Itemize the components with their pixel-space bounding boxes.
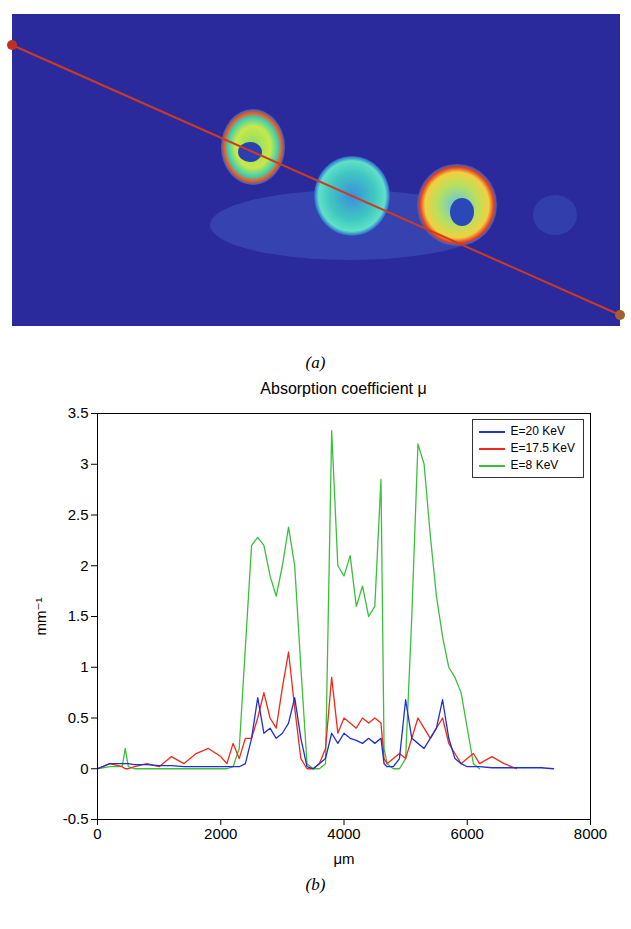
svg-text:-0.5: -0.5 xyxy=(63,810,89,827)
svg-text:2000: 2000 xyxy=(204,825,237,842)
html-text:(a): (a) xyxy=(305,353,326,372)
svg-text:3: 3 xyxy=(80,455,88,472)
svg-text:3.5: 3.5 xyxy=(68,404,89,421)
html-text:Absorption coefficient μ: Absorption coefficient μ xyxy=(260,380,427,397)
svg-text:4000: 4000 xyxy=(327,825,360,842)
html-text:(b): (b) xyxy=(305,875,326,894)
html-text:E=17.5 KeV: E=17.5 KeV xyxy=(510,441,575,455)
html-text:E=8 KeV: E=8 KeV xyxy=(510,458,559,472)
svg-text:0: 0 xyxy=(80,760,88,777)
svg-text:1: 1 xyxy=(80,658,88,675)
svg-text:2: 2 xyxy=(80,557,88,574)
svg-text:1.5: 1.5 xyxy=(68,607,89,624)
svg-text:0: 0 xyxy=(93,825,101,842)
svg-text:μm: μm xyxy=(333,850,354,867)
svg-text:0.5: 0.5 xyxy=(68,709,89,726)
svg-text:2.5: 2.5 xyxy=(68,506,89,523)
html-text:E=20 KeV: E=20 KeV xyxy=(510,424,565,438)
svg-text:mm⁻¹: mm⁻¹ xyxy=(32,598,49,636)
svg-text:8000: 8000 xyxy=(574,825,607,842)
svg-text:6000: 6000 xyxy=(451,825,484,842)
